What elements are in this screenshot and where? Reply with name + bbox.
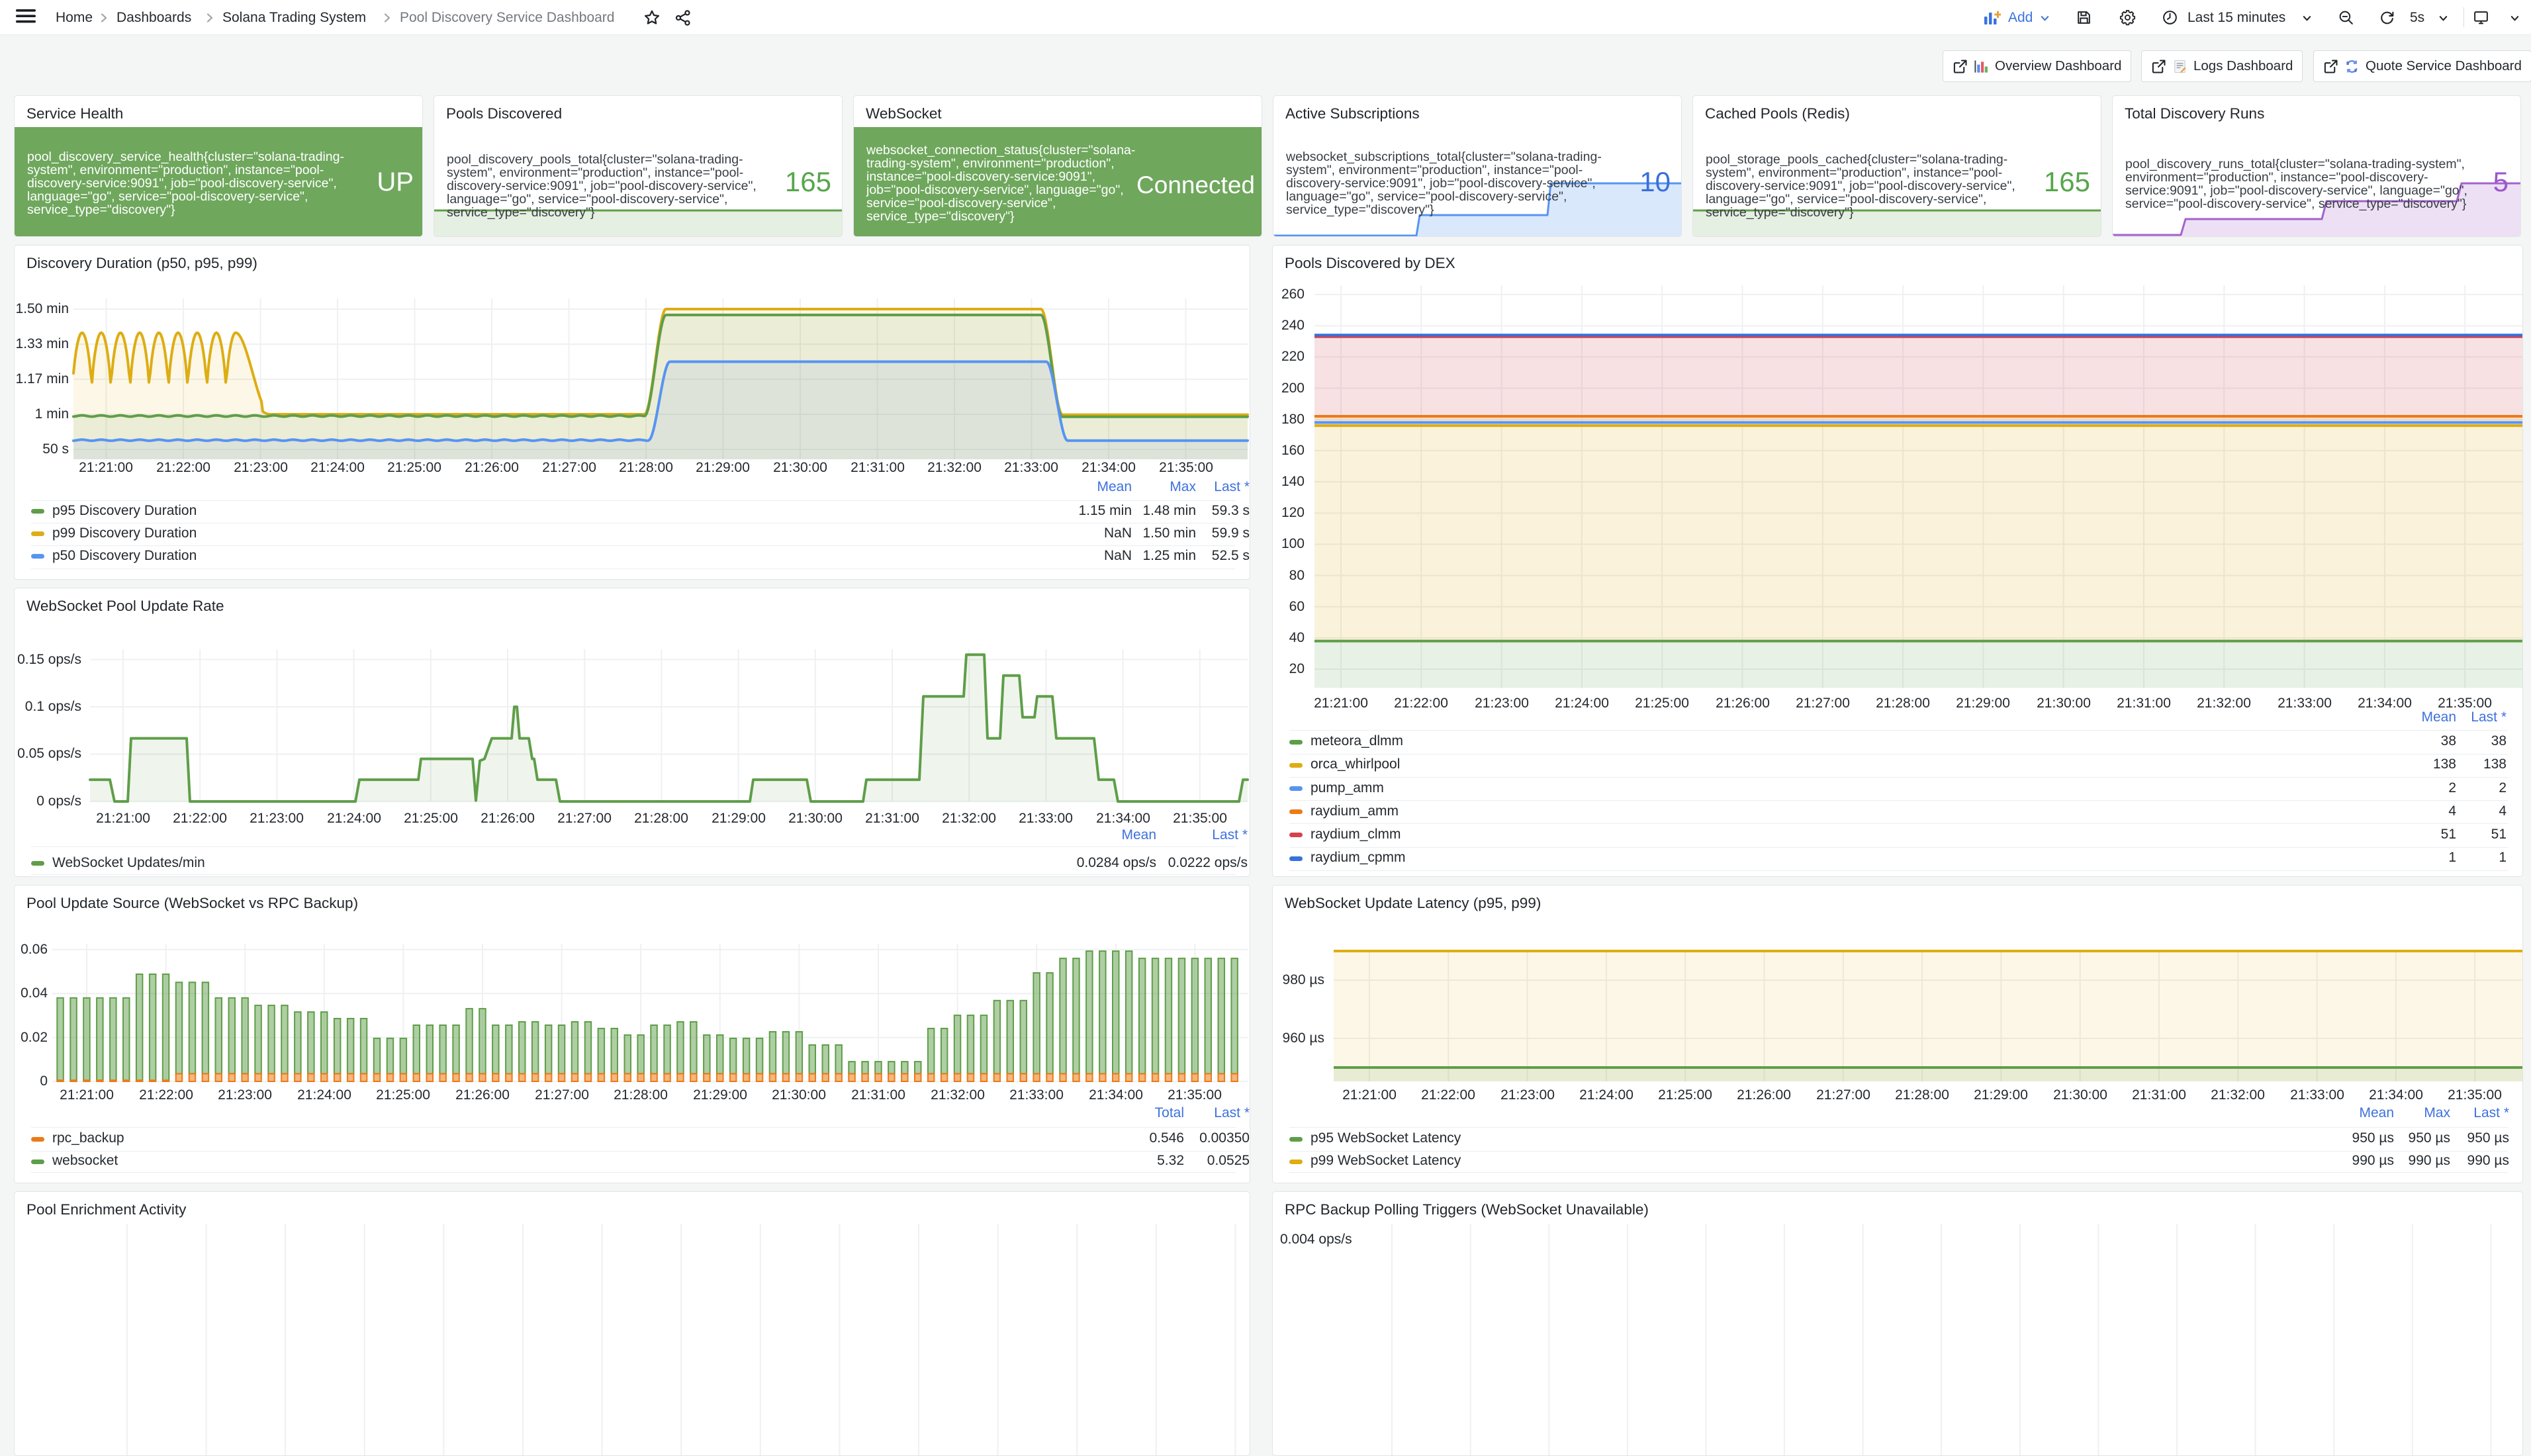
svg-text:$: $: [2346, 60, 2350, 66]
svg-text:¥: ¥: [2354, 68, 2358, 73]
